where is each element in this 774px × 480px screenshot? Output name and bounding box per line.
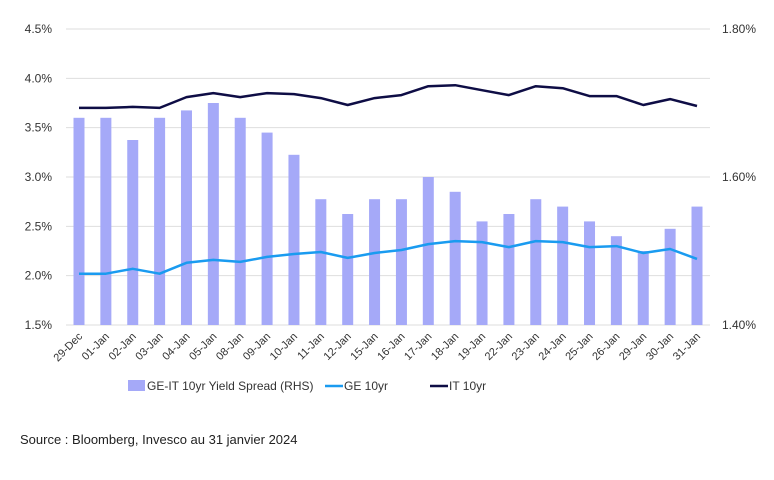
x-tick-label: 01-Jan: [80, 331, 112, 363]
bar-09-Jan: [261, 132, 273, 325]
x-tick-label: 11-Jan: [295, 331, 327, 363]
x-tick-label: 12-Jan: [322, 331, 354, 363]
spread-bars: [73, 103, 703, 326]
bar-24-Jan: [557, 206, 569, 325]
x-tick-label: 09-Jan: [241, 331, 273, 363]
x-tick-label: 18-Jan: [429, 331, 461, 363]
x-tick-label: 29-Jan: [617, 331, 649, 363]
x-tick-label: 03-Jan: [133, 331, 165, 363]
x-tick-label: 24-Jan: [537, 331, 569, 363]
line-ge-10yr: [79, 239, 698, 275]
bar-08-Jan: [234, 117, 246, 325]
bar-04-Jan: [180, 110, 192, 326]
bar-17-Jan: [422, 177, 434, 325]
x-tick-label: 17-Jan: [402, 331, 434, 363]
bar-29-Dec: [73, 117, 85, 325]
bar-30-Jan: [664, 228, 676, 325]
x-tick-label: 31-Jan: [671, 331, 703, 363]
bar-26-Jan: [610, 236, 622, 325]
right-tick-label: 1.60%: [722, 170, 756, 184]
x-tick-label: 25-Jan: [563, 331, 595, 363]
bar-02-Jan: [127, 140, 139, 325]
left-tick-label: 2.0%: [25, 269, 53, 283]
legend-label-spread: GE-IT 10yr Yield Spread (RHS): [147, 379, 314, 393]
left-tick-label: 1.5%: [25, 318, 53, 332]
gridlines: [66, 28, 710, 326]
legend-swatch-spread: [128, 380, 145, 391]
right-axis: 1.40% 1.60% 1.80%: [722, 22, 756, 332]
bar-23-Jan: [530, 199, 542, 325]
bar-05-Jan: [207, 103, 219, 325]
yield-lines: [79, 83, 698, 275]
x-tick-label: 05-Jan: [187, 331, 219, 363]
bar-15-Jan: [369, 199, 381, 325]
x-tick-label: 19-Jan: [456, 331, 488, 363]
left-tick-label: 4.5%: [25, 22, 53, 36]
source-note: Source : Bloomberg, Invesco au 31 janvie…: [20, 432, 298, 447]
x-tick-label: 04-Jan: [160, 331, 192, 363]
x-tick-label: 30-Jan: [644, 331, 676, 363]
left-tick-label: 3.0%: [25, 170, 53, 184]
left-tick-label: 2.5%: [25, 219, 53, 233]
left-axis: 1.5% 2.0% 2.5% 3.0% 3.5% 4.0% 4.5%: [25, 22, 53, 332]
x-tick-label: 29-Dec: [52, 330, 86, 364]
bar-12-Jan: [342, 214, 354, 325]
bar-03-Jan: [154, 117, 166, 325]
x-tick-label: 16-Jan: [375, 331, 407, 363]
legend-label-ge: GE 10yr: [344, 379, 388, 393]
right-tick-label: 1.40%: [722, 318, 756, 332]
bar-10-Jan: [288, 154, 300, 325]
legend-label-it: IT 10yr: [449, 379, 486, 393]
bar-29-Jan: [637, 251, 649, 325]
bar-22-Jan: [503, 214, 515, 325]
bar-16-Jan: [395, 199, 407, 325]
left-tick-label: 4.0%: [25, 71, 53, 85]
x-tick-label: 22-Jan: [483, 331, 515, 363]
left-tick-label: 3.5%: [25, 121, 53, 135]
bar-25-Jan: [584, 221, 596, 325]
x-tick-label: 15-Jan: [348, 331, 380, 363]
x-axis: 29-Dec01-Jan02-Jan03-Jan04-Jan05-Jan08-J…: [52, 330, 704, 364]
bar-11-Jan: [315, 199, 327, 325]
x-tick-label: 08-Jan: [214, 331, 246, 363]
x-tick-label: 02-Jan: [107, 331, 139, 363]
x-tick-label: 10-Jan: [268, 331, 300, 363]
x-tick-label: 23-Jan: [510, 331, 542, 363]
x-tick-label: 26-Jan: [590, 331, 622, 363]
bar-31-Jan: [691, 206, 703, 325]
bar-18-Jan: [449, 191, 461, 325]
legend: GE-IT 10yr Yield Spread (RHS) GE 10yr IT…: [128, 379, 486, 393]
right-tick-label: 1.80%: [722, 22, 756, 36]
bar-19-Jan: [476, 221, 488, 325]
line-it-10yr: [79, 83, 698, 110]
bar-01-Jan: [100, 117, 112, 325]
